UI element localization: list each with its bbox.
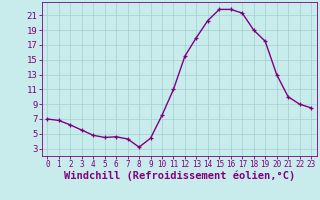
X-axis label: Windchill (Refroidissement éolien,°C): Windchill (Refroidissement éolien,°C) — [64, 171, 295, 181]
